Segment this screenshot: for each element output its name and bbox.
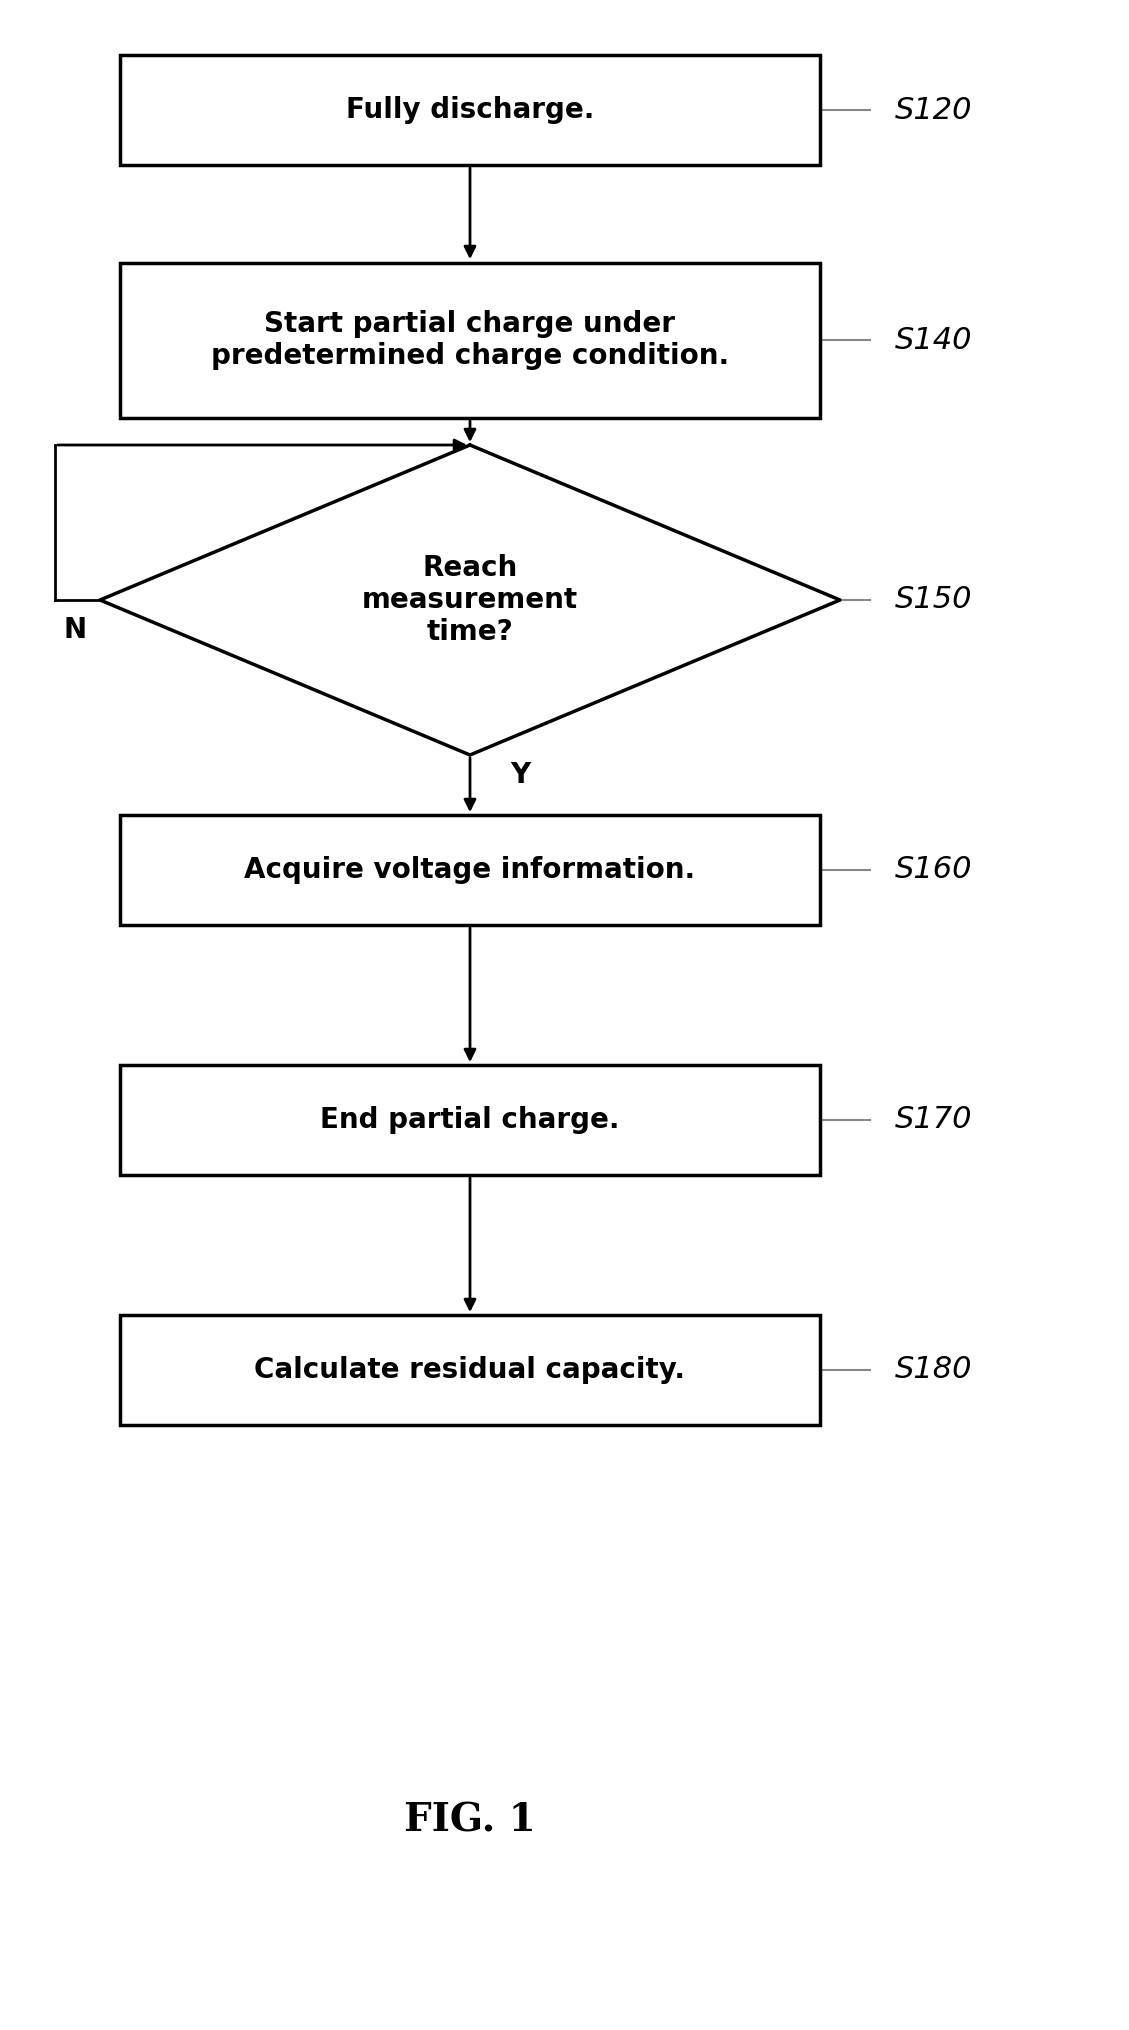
Text: Y: Y xyxy=(510,761,531,790)
Text: FIG. 1: FIG. 1 xyxy=(404,1801,536,1839)
Bar xyxy=(120,814,820,926)
Text: S160: S160 xyxy=(895,855,972,885)
Text: Reach
measurement
time?: Reach measurement time? xyxy=(362,554,578,646)
Text: Acquire voltage information.: Acquire voltage information. xyxy=(245,857,695,883)
Text: Fully discharge.: Fully discharge. xyxy=(345,95,594,124)
Text: S170: S170 xyxy=(895,1106,972,1135)
Text: End partial charge.: End partial charge. xyxy=(321,1106,620,1135)
Bar xyxy=(120,262,820,418)
Text: S180: S180 xyxy=(895,1356,972,1384)
Text: Start partial charge under
predetermined charge condition.: Start partial charge under predetermined… xyxy=(211,311,729,369)
Text: S150: S150 xyxy=(895,585,972,615)
Polygon shape xyxy=(100,445,840,755)
Text: Calculate residual capacity.: Calculate residual capacity. xyxy=(254,1356,685,1384)
Bar xyxy=(120,1315,820,1425)
Text: S120: S120 xyxy=(895,95,972,124)
Bar xyxy=(120,55,820,164)
Text: S140: S140 xyxy=(895,325,972,355)
Text: N: N xyxy=(63,615,87,644)
Bar xyxy=(120,1066,820,1175)
